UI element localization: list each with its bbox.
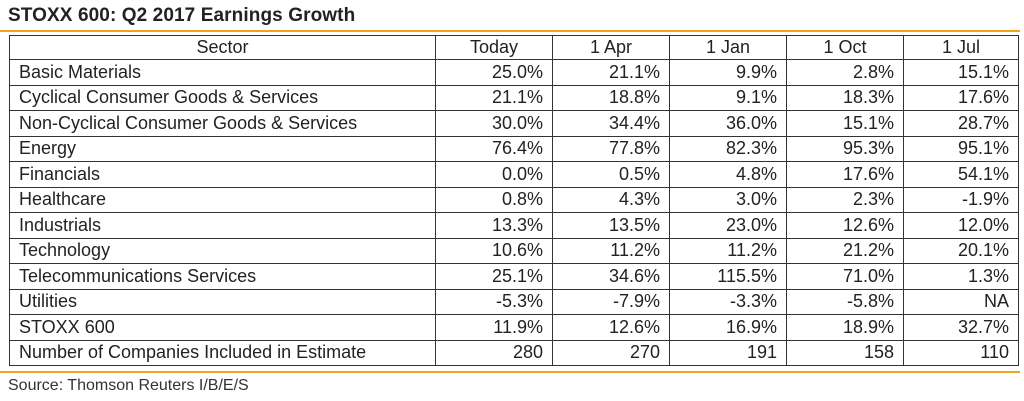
oct-cell: 2.8% <box>786 59 904 86</box>
today-cell: 76.4% <box>435 135 553 162</box>
sector-cell: Cyclical Consumer Goods & Services <box>9 84 436 111</box>
today-cell: 21.1% <box>435 84 553 111</box>
table-row: Non-Cyclical Consumer Goods & Services 30… <box>9 110 1019 137</box>
column-header-1-jul: 1 Jul <box>903 35 1019 60</box>
table-row: Industrials 13.3% 13.5% 23.0% 12.6% 12.0% <box>9 212 1019 239</box>
table-row: Healthcare 0.8% 4.3% 3.0% 2.3% -1.9% <box>9 186 1019 213</box>
earnings-growth-table: Sector Today 1 Apr 1 Jan 1 Oct 1 Jul Bas… <box>9 35 1019 366</box>
sector-cell: Industrials <box>9 212 436 239</box>
oct-cell: -5.8% <box>786 288 904 315</box>
title-divider <box>0 30 1020 32</box>
apr-cell: 11.2% <box>552 237 670 264</box>
table-row: Number of Companies Included in Estimate… <box>9 339 1019 366</box>
column-header-today: Today <box>435 35 553 60</box>
jan-cell: 36.0% <box>669 110 787 137</box>
today-cell: 30.0% <box>435 110 553 137</box>
jul-cell: 20.1% <box>903 237 1019 264</box>
jan-cell: 115.5% <box>669 263 787 290</box>
column-header-1-oct: 1 Oct <box>786 35 904 60</box>
today-cell: 0.8% <box>435 186 553 213</box>
table-header-row: Sector Today 1 Apr 1 Jan 1 Oct 1 Jul <box>9 35 1019 60</box>
jan-cell: 9.9% <box>669 59 787 86</box>
jul-cell: 32.7% <box>903 314 1019 341</box>
apr-cell: -7.9% <box>552 288 670 315</box>
oct-cell: 18.3% <box>786 84 904 111</box>
table-row: Cyclical Consumer Goods & Services 21.1% 1… <box>9 84 1019 111</box>
page-title: STOXX 600: Q2 2017 Earnings Growth <box>8 5 356 26</box>
table-body: Basic Materials 25.0% 21.1% 9.9% 2.8% 15.1% Cy… <box>9 59 1019 366</box>
jul-cell: 17.6% <box>903 84 1019 111</box>
oct-cell: 15.1% <box>786 110 904 137</box>
oct-cell: 158 <box>786 339 904 366</box>
oct-cell: 12.6% <box>786 212 904 239</box>
jan-cell: 23.0% <box>669 212 787 239</box>
oct-cell: 21.2% <box>786 237 904 264</box>
oct-cell: 95.3% <box>786 135 904 162</box>
jul-cell: 54.1% <box>903 161 1019 188</box>
jul-cell: 28.7% <box>903 110 1019 137</box>
oct-cell: 18.9% <box>786 314 904 341</box>
sector-cell: Energy <box>9 135 436 162</box>
jan-cell: 9.1% <box>669 84 787 111</box>
jan-cell: 11.2% <box>669 237 787 264</box>
table-row: Financials 0.0% 0.5% 4.8% 17.6% 54.1% <box>9 161 1019 188</box>
jan-cell: 82.3% <box>669 135 787 162</box>
jan-cell: -3.3% <box>669 288 787 315</box>
apr-cell: 4.3% <box>552 186 670 213</box>
sector-cell: Telecommunications Services <box>9 263 436 290</box>
jan-cell: 191 <box>669 339 787 366</box>
table-row: Energy 76.4% 77.8% 82.3% 95.3% 95.1% <box>9 135 1019 162</box>
today-cell: 13.3% <box>435 212 553 239</box>
today-cell: 11.9% <box>435 314 553 341</box>
jul-cell: NA <box>903 288 1019 315</box>
sector-cell: Basic Materials <box>9 59 436 86</box>
apr-cell: 18.8% <box>552 84 670 111</box>
jul-cell: 95.1% <box>903 135 1019 162</box>
jul-cell: 12.0% <box>903 212 1019 239</box>
oct-cell: 17.6% <box>786 161 904 188</box>
table-row: Utilities -5.3% -7.9% -3.3% -5.8% NA <box>9 288 1019 315</box>
table-row: STOXX 600 11.9% 12.6% 16.9% 18.9% 32.7% <box>9 314 1019 341</box>
sector-cell: Number of Companies Included in Estimate <box>9 339 436 366</box>
jul-cell: -1.9% <box>903 186 1019 213</box>
today-cell: 25.0% <box>435 59 553 86</box>
sector-cell: Healthcare <box>9 186 436 213</box>
today-cell: 10.6% <box>435 237 553 264</box>
table-row: Technology 10.6% 11.2% 11.2% 21.2% 20.1% <box>9 237 1019 264</box>
oct-cell: 2.3% <box>786 186 904 213</box>
jul-cell: 15.1% <box>903 59 1019 86</box>
sector-cell: STOXX 600 <box>9 314 436 341</box>
jan-cell: 4.8% <box>669 161 787 188</box>
jan-cell: 3.0% <box>669 186 787 213</box>
sector-cell: Financials <box>9 161 436 188</box>
apr-cell: 0.5% <box>552 161 670 188</box>
apr-cell: 34.6% <box>552 263 670 290</box>
apr-cell: 21.1% <box>552 59 670 86</box>
source-note: Source: Thomson Reuters I/B/E/S <box>8 377 249 394</box>
table-row: Basic Materials 25.0% 21.1% 9.9% 2.8% 15.1% <box>9 59 1019 86</box>
today-cell: 25.1% <box>435 263 553 290</box>
apr-cell: 13.5% <box>552 212 670 239</box>
apr-cell: 34.4% <box>552 110 670 137</box>
column-header-1-apr: 1 Apr <box>552 35 670 60</box>
today-cell: 280 <box>435 339 553 366</box>
oct-cell: 71.0% <box>786 263 904 290</box>
jul-cell: 110 <box>903 339 1019 366</box>
sector-cell: Utilities <box>9 288 436 315</box>
column-header-sector: Sector <box>9 35 436 60</box>
table-row: Telecommunications Services 25.1% 34.6% 115… <box>9 263 1019 290</box>
apr-cell: 12.6% <box>552 314 670 341</box>
today-cell: -5.3% <box>435 288 553 315</box>
column-header-1-jan: 1 Jan <box>669 35 787 60</box>
today-cell: 0.0% <box>435 161 553 188</box>
jul-cell: 1.3% <box>903 263 1019 290</box>
footer-divider <box>0 371 1020 373</box>
apr-cell: 270 <box>552 339 670 366</box>
apr-cell: 77.8% <box>552 135 670 162</box>
sector-cell: Non-Cyclical Consumer Goods & Services <box>9 110 436 137</box>
sector-cell: Technology <box>9 237 436 264</box>
jan-cell: 16.9% <box>669 314 787 341</box>
